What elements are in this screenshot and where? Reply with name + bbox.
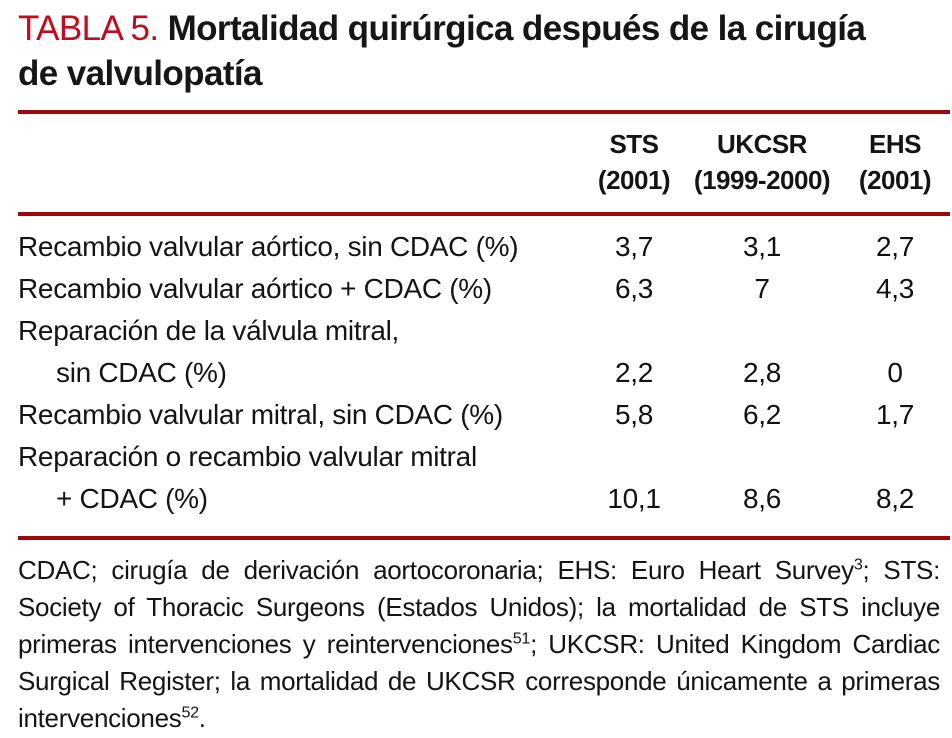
- table-row: Recambio valvular mitral, sin CDAC (%) 5,…: [18, 394, 950, 436]
- row-label-line: + CDAC (%): [56, 483, 208, 514]
- table-title-text: Mortalidad quirúrgica después de la ciru…: [167, 9, 866, 48]
- footnote-reference: 51: [512, 629, 531, 648]
- divider-rule-header: [18, 212, 950, 216]
- row-value-ehs: 8,2: [875, 483, 915, 514]
- table-row: Reparación de la válvula mitral, sin CDAC…: [18, 310, 950, 394]
- column-period: (2001): [597, 165, 671, 195]
- row-value-ehs: 1,7: [875, 399, 915, 430]
- table-row: Reparación o recambio valvular mitral + C…: [18, 436, 950, 520]
- row-value-ehs: 4,3: [875, 273, 915, 304]
- row-value-ehs: 0: [887, 357, 903, 388]
- row-value-ukcsr: 7: [754, 273, 770, 304]
- row-label-line: Recambio valvular aórtico + CDAC (%): [18, 273, 492, 304]
- row-value-ehs: 2,7: [875, 231, 915, 262]
- row-label: Reparación o recambio valvular mitral + C…: [18, 436, 584, 520]
- divider-rule-top: [18, 110, 950, 114]
- column-name: EHS: [869, 129, 921, 159]
- table-row: Recambio valvular aórtico + CDAC (%) 6,3 7…: [18, 268, 950, 310]
- column-period: (1999-2000): [693, 165, 831, 195]
- table-title: TABLA 5. Mortalidad quirúrgica después d…: [18, 6, 950, 96]
- row-value-ukcsr: 6,2: [742, 399, 782, 430]
- footnote-reference: 52: [181, 703, 199, 722]
- row-label-line: sin CDAC (%): [56, 357, 227, 388]
- table-title-line1: TABLA 5. Mortalidad quirúrgica después d…: [18, 6, 942, 51]
- row-label-line: Reparación de la válvula mitral,: [18, 315, 400, 346]
- footnote-text: CDAC; cirugía de derivación aortocoronar…: [18, 555, 940, 733]
- row-value-sts: 10,1: [607, 483, 661, 514]
- column-header-ehs: EHS (2001): [840, 126, 950, 198]
- row-label-line: Recambio valvular mitral, sin CDAC (%): [18, 399, 503, 430]
- table-row: Recambio valvular aórtico, sin CDAC (%) 3…: [18, 226, 950, 268]
- table-body: Recambio valvular aórtico, sin CDAC (%) 3…: [18, 216, 950, 536]
- table-number-label: TABLA 5.: [18, 9, 159, 48]
- column-name: STS: [609, 129, 659, 159]
- table-title-line2: de valvulopatía: [18, 54, 262, 93]
- table-header-row: STS (2001) UKCSR (1999-2000) EHS (2001): [18, 114, 950, 212]
- row-label: Reparación de la válvula mitral, sin CDAC…: [18, 310, 584, 394]
- row-label: Recambio valvular aórtico, sin CDAC (%): [18, 226, 584, 268]
- row-value-ukcsr: 2,8: [742, 357, 782, 388]
- row-value-sts: 6,3: [614, 273, 654, 304]
- divider-rule-bottom: [18, 536, 950, 540]
- row-value-sts: 2,2: [614, 357, 654, 388]
- column-name: UKCSR: [717, 129, 807, 159]
- column-period: (2001): [858, 165, 932, 195]
- footnote-reference: 3: [853, 555, 863, 574]
- row-value-ukcsr: 3,1: [742, 231, 782, 262]
- row-label: Recambio valvular aórtico + CDAC (%): [18, 268, 584, 310]
- row-label-line: Reparación o recambio valvular mitral: [18, 441, 477, 472]
- row-value-ukcsr: 8,6: [742, 483, 782, 514]
- column-header-sts: STS (2001): [584, 126, 684, 198]
- row-label: Recambio valvular mitral, sin CDAC (%): [18, 394, 584, 436]
- row-label-line: Recambio valvular aórtico, sin CDAC (%): [18, 231, 519, 262]
- column-header-ukcsr: UKCSR (1999-2000): [684, 126, 840, 198]
- row-value-sts: 3,7: [614, 231, 654, 262]
- row-value-sts: 5,8: [614, 399, 654, 430]
